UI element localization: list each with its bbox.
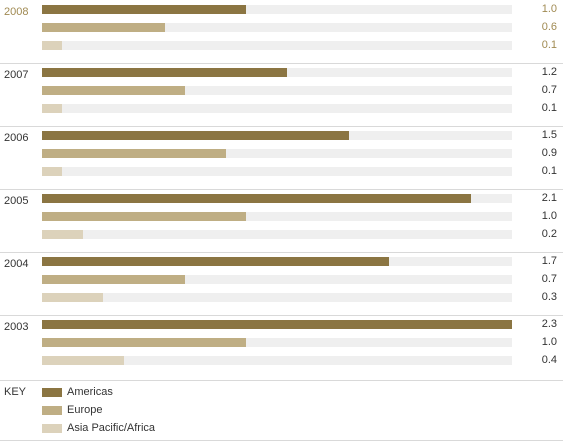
- bar-track: [42, 293, 512, 302]
- data-label-asia-pacific-africa-2003: 0.4: [541, 354, 557, 366]
- legend-separator: [0, 380, 563, 381]
- bar-track: [42, 68, 512, 77]
- bar-track: [42, 230, 512, 239]
- legend-label-americas: Americas: [67, 386, 113, 398]
- bar-asia-pacific-africa-2006: [42, 167, 63, 176]
- legend-title: KEY: [4, 386, 27, 398]
- legend-label-europe: Europe: [67, 404, 103, 416]
- bar-europe-2006: [42, 149, 226, 158]
- bar-track: [42, 275, 512, 284]
- group-separator: [0, 315, 563, 316]
- year-label: 2007: [4, 69, 29, 81]
- bar-americas-2006: [42, 131, 349, 140]
- group-separator: [0, 63, 563, 64]
- data-label-europe-2004: 0.7: [541, 273, 557, 285]
- bar-track: [42, 257, 512, 266]
- data-label-americas-2004: 1.7: [541, 255, 557, 267]
- bar-track: [42, 212, 512, 221]
- bar-track: [42, 5, 512, 14]
- data-label-asia-pacific-africa-2008: 0.1: [541, 39, 557, 51]
- year-label: 2008: [4, 6, 29, 18]
- bar-track: [42, 41, 512, 50]
- bar-americas-2008: [42, 5, 247, 14]
- bar-track: [42, 167, 512, 176]
- bar-europe-2008: [42, 23, 165, 32]
- data-label-americas-2005: 2.1: [541, 192, 557, 204]
- bottom-separator: [0, 440, 563, 441]
- data-label-europe-2006: 0.9: [541, 147, 557, 159]
- bar-track: [42, 320, 512, 329]
- bar-europe-2005: [42, 212, 247, 221]
- legend-label-asia-pacific-africa: Asia Pacific/Africa: [67, 422, 156, 434]
- bar-track: [42, 338, 512, 347]
- data-label-americas-2007: 1.2: [541, 66, 557, 78]
- bar-americas-2005: [42, 194, 472, 203]
- group-separator: [0, 189, 563, 190]
- bar-track: [42, 149, 512, 158]
- data-label-asia-pacific-africa-2005: 0.2: [541, 228, 557, 240]
- data-label-americas-2006: 1.5: [541, 129, 557, 141]
- legend-swatch-europe: [42, 406, 62, 415]
- bar-track: [42, 23, 512, 32]
- data-label-europe-2005: 1.0: [541, 210, 557, 222]
- bar-asia-pacific-africa-2008: [42, 41, 63, 50]
- bar-track: [42, 86, 512, 95]
- year-label: 2005: [4, 195, 29, 207]
- bar-europe-2003: [42, 338, 247, 347]
- year-group-2005: 2005 2.1 1.0 0.2: [0, 189, 563, 252]
- bar-europe-2004: [42, 275, 186, 284]
- year-group-2007: 2007 1.2 0.7 0.1: [0, 63, 563, 126]
- year-label: 2006: [4, 132, 29, 144]
- data-label-europe-2008: 0.6: [541, 21, 557, 33]
- legend-swatch-americas: [42, 388, 62, 397]
- data-label-europe-2007: 0.7: [541, 84, 557, 96]
- year-group-2008: 2008 1.0 0.6 0.1: [0, 0, 563, 63]
- bar-asia-pacific-africa-2003: [42, 356, 124, 365]
- year-label: 2004: [4, 258, 29, 270]
- year-group-2006: 2006 1.5 0.9 0.1: [0, 126, 563, 189]
- bar-americas-2007: [42, 68, 288, 77]
- bar-americas-2004: [42, 257, 390, 266]
- year-group-2004: 2004 1.7 0.7 0.3: [0, 252, 563, 315]
- data-label-americas-2003: 2.3: [541, 318, 557, 330]
- year-label: 2003: [4, 321, 29, 333]
- year-group-2003: 2003 2.3 1.0 0.4: [0, 315, 563, 378]
- legend: KEY Americas Europe Asia Pacific/Africa: [0, 380, 563, 442]
- data-label-asia-pacific-africa-2004: 0.3: [541, 291, 557, 303]
- bar-track: [42, 104, 512, 113]
- bar-track: [42, 356, 512, 365]
- group-separator: [0, 126, 563, 127]
- data-label-americas-2008: 1.0: [541, 3, 557, 15]
- bar-asia-pacific-africa-2005: [42, 230, 83, 239]
- bar-track: [42, 131, 512, 140]
- bar-chart: 2008 1.0 0.6 0.1 2007 1.2 0.7 0.1 2006 1.5 0.9 0.1 2…: [0, 0, 563, 378]
- data-label-asia-pacific-africa-2006: 0.1: [541, 165, 557, 177]
- bar-asia-pacific-africa-2004: [42, 293, 104, 302]
- bar-asia-pacific-africa-2007: [42, 104, 63, 113]
- group-separator: [0, 252, 563, 253]
- legend-swatch-asia-pacific-africa: [42, 424, 62, 433]
- data-label-europe-2003: 1.0: [541, 336, 557, 348]
- bar-americas-2003: [42, 320, 512, 329]
- bar-europe-2007: [42, 86, 186, 95]
- bar-track: [42, 194, 512, 203]
- data-label-asia-pacific-africa-2007: 0.1: [541, 102, 557, 114]
